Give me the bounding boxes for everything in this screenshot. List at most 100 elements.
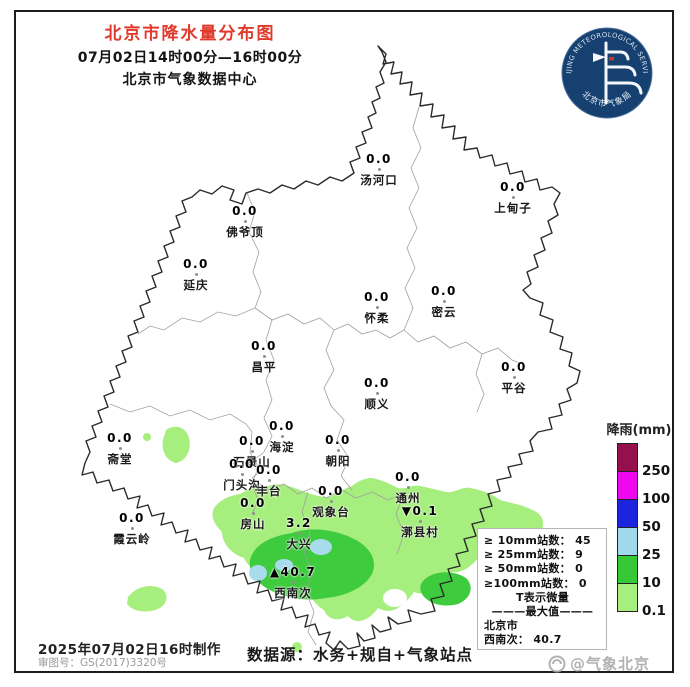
bms-logo: BEIJING METEOROLOGICAL SERVICE 北京市气象局 <box>560 26 653 119</box>
legend-swatch <box>617 499 638 528</box>
station-dot-icon <box>406 485 410 489</box>
station-label: 朝阳 <box>325 454 351 468</box>
station-value: 0.0 <box>364 290 390 304</box>
station-value: 0.0 <box>256 463 282 477</box>
station-label: 漷县村 <box>401 525 439 539</box>
watermark: @气象北京 <box>548 653 650 674</box>
legend-title: 降雨(mm) <box>606 423 672 438</box>
rain-area-light-blue <box>249 539 332 581</box>
station-label: 佛爷顶 <box>226 225 264 239</box>
legend-swatch <box>617 583 638 612</box>
station-value: 0.0 <box>183 257 209 271</box>
station-dot-icon <box>375 391 379 395</box>
station-value: 0.0 <box>501 360 527 374</box>
stats-row: ———最大值——— <box>491 605 594 619</box>
district-borders <box>109 106 523 646</box>
data-source: 数据源：水务+规自+气象站点 <box>247 646 473 664</box>
station-value: ▼0.1 <box>401 504 439 518</box>
rain-area-green <box>249 529 471 606</box>
page-title: 北京市降水量分布图 <box>104 24 276 44</box>
station-dot-icon <box>251 511 255 515</box>
station-dot-icon <box>511 195 515 199</box>
stats-row: 西南次： 40.7 <box>484 633 562 647</box>
wind-vane-icon <box>604 41 643 105</box>
watermark-text: @气象北京 <box>570 655 651 673</box>
station-dot-icon <box>267 478 271 482</box>
station-dot-icon <box>240 472 244 476</box>
legend-tick-label: 25 <box>642 547 661 563</box>
station-dot-icon <box>377 167 381 171</box>
station-dot-icon <box>130 526 134 530</box>
legend-swatch <box>617 471 638 500</box>
station-value: ▲40.7 <box>269 565 317 579</box>
station-label: 通州 <box>395 491 421 505</box>
station-label: 大兴 <box>286 537 312 551</box>
station-value: 0.0 <box>318 484 344 498</box>
map-approval-number: 审图号：GS(2017)3320号 <box>38 657 167 669</box>
station-value: 0.0 <box>366 152 392 166</box>
station-dot-icon <box>329 499 333 503</box>
station-label: 汤河口 <box>360 173 398 187</box>
stats-row: T表示微量 <box>515 590 569 604</box>
legend-swatch <box>617 443 638 472</box>
station-value: 0.0 <box>431 284 457 298</box>
weibo-camera-icon <box>548 655 566 672</box>
station-dot-icon <box>418 519 422 523</box>
station-value: 3.2 <box>286 516 312 530</box>
station-value: 0.0 <box>232 204 258 218</box>
station-label: 上甸子 <box>494 201 532 215</box>
station-value: 0.0 <box>395 470 421 484</box>
station-dot-icon <box>243 219 247 223</box>
station-label: 观象台 <box>312 505 350 519</box>
station-label: 斋堂 <box>107 452 133 466</box>
station-dot-icon <box>442 299 446 303</box>
station-value: 0.0 <box>229 457 255 471</box>
station-label: 密云 <box>431 305 457 319</box>
station-value: 0.0 <box>269 419 295 433</box>
stats-row: ≥ 50mm站数： 0 <box>484 562 584 576</box>
station-label: 石景山 <box>233 455 271 469</box>
map-header: 北京市降水量分布图 07月02日14时00分—16时00分 北京市气象数据中心 <box>30 19 350 89</box>
station-value: 0.0 <box>364 376 390 390</box>
station-dot-icon <box>291 580 295 584</box>
station-label: 怀柔 <box>364 311 390 325</box>
stats-box: ≥ 10mm站数： 45 ≥ 25mm站数： 9 ≥ 50mm站数： 0 ≥100mm… <box>477 528 607 650</box>
legend-colorbar <box>617 443 638 612</box>
station-dot-icon <box>297 531 301 535</box>
station-dot-icon <box>262 354 266 358</box>
beijing-boundary <box>81 45 581 651</box>
station-dot-icon <box>194 272 198 276</box>
time-period: 07月02日14时00分—16时00分 <box>77 50 303 66</box>
station-label: 霞云岭 <box>113 532 151 546</box>
legend-tick-label: 100 <box>642 491 671 507</box>
legend-swatch <box>617 555 638 584</box>
vane-cup <box>593 53 606 62</box>
station-label: 西南次 <box>274 586 312 600</box>
station-value: 0.0 <box>119 511 145 525</box>
station-dot-icon <box>280 434 284 438</box>
station-dot-icon <box>512 375 516 379</box>
station-label: 门头沟 <box>223 478 261 492</box>
station-dot-icon <box>336 448 340 452</box>
station-label: 昌平 <box>251 360 277 374</box>
legend-tick-label: 250 <box>642 463 671 479</box>
station-label: 海淀 <box>269 440 295 454</box>
legend-tick-label: 0.1 <box>642 603 666 619</box>
station-dot-icon <box>375 305 379 309</box>
station-label: 房山 <box>240 517 266 531</box>
data-center-name: 北京市气象数据中心 <box>122 72 258 88</box>
legend-tick-label: 50 <box>642 519 661 535</box>
stats-rows: ≥ 10mm站数： 45 ≥ 25mm站数： 9 ≥ 50mm站数： 0 ≥100mm… <box>484 534 601 648</box>
stats-row: ≥100mm站数： 0 <box>484 576 587 590</box>
legend-swatch <box>617 527 638 556</box>
station-value: 0.0 <box>240 496 266 510</box>
station-value: 0.0 <box>107 431 133 445</box>
station-label: 丰台 <box>256 484 282 498</box>
station-value: 0.0 <box>251 339 277 353</box>
stats-row: ≥ 25mm站数： 9 <box>484 548 584 562</box>
station-dot-icon <box>118 446 122 450</box>
stats-row: ≥ 10mm站数： 45 <box>484 534 592 547</box>
station-label: 顺义 <box>364 397 390 411</box>
